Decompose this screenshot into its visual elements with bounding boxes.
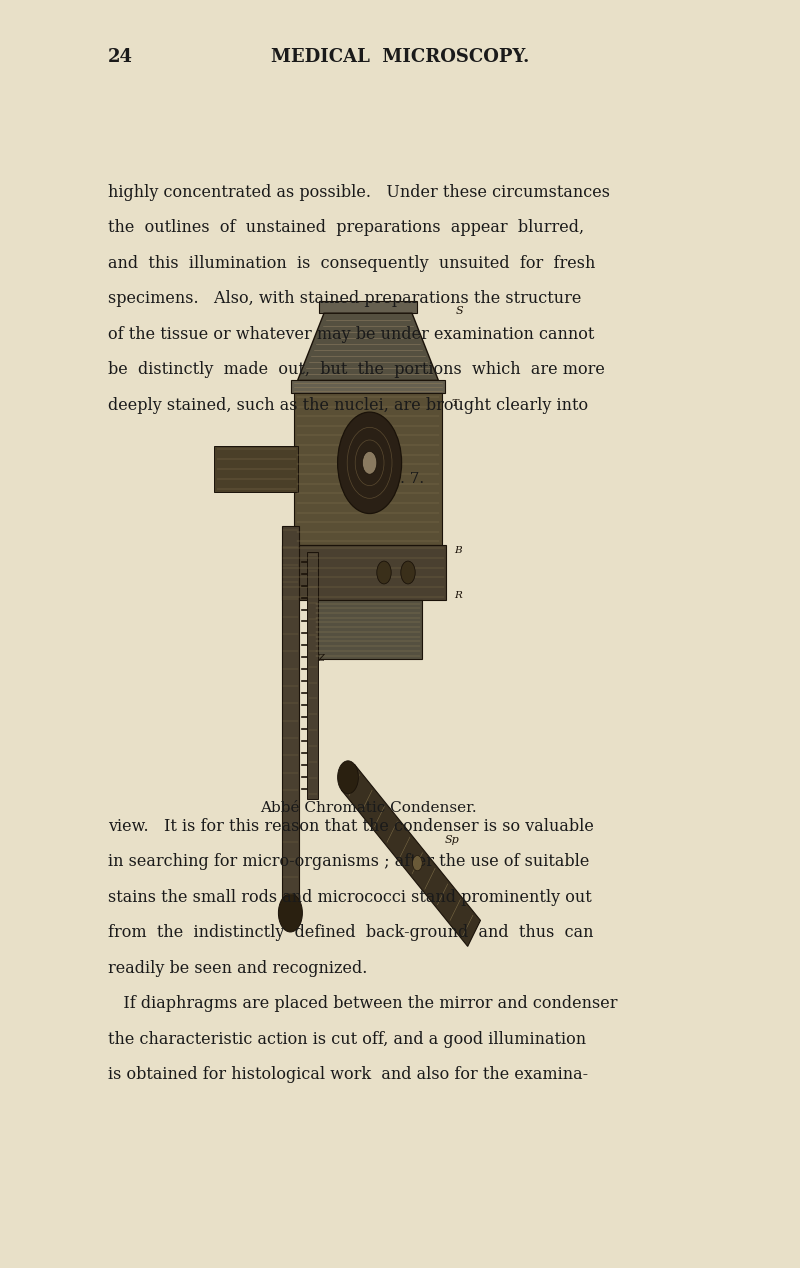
Text: MEDICAL  MICROSCOPY.: MEDICAL MICROSCOPY. xyxy=(271,48,529,66)
Polygon shape xyxy=(282,526,299,900)
Circle shape xyxy=(278,894,302,932)
Polygon shape xyxy=(307,552,318,799)
Circle shape xyxy=(338,761,358,794)
Text: 24: 24 xyxy=(108,48,133,66)
Text: S: S xyxy=(456,306,464,316)
Polygon shape xyxy=(294,393,442,545)
Text: in searching for micro-organisms ; after the use of suitable: in searching for micro-organisms ; after… xyxy=(108,853,590,870)
Polygon shape xyxy=(314,600,422,659)
Polygon shape xyxy=(282,545,446,600)
Polygon shape xyxy=(319,301,417,313)
Circle shape xyxy=(413,856,422,871)
Text: If diaphragms are placed between the mirror and condenser: If diaphragms are placed between the mir… xyxy=(108,995,618,1012)
Circle shape xyxy=(377,560,391,585)
Text: highly concentrated as possible.   Under these circumstances: highly concentrated as possible. Under t… xyxy=(108,184,610,200)
Polygon shape xyxy=(298,313,438,380)
Text: the  outlines  of  unstained  preparations  appear  blurred,: the outlines of unstained preparations a… xyxy=(108,219,584,236)
Text: Z: Z xyxy=(318,654,324,663)
Circle shape xyxy=(338,412,402,514)
Text: specimens.   Also, with stained preparations the structure: specimens. Also, with stained preparatio… xyxy=(108,290,582,307)
Text: Abbé Chromatic Condenser.: Abbé Chromatic Condenser. xyxy=(260,801,476,815)
Text: of the tissue or whatever may be under examination cannot: of the tissue or whatever may be under e… xyxy=(108,326,594,342)
Polygon shape xyxy=(214,446,298,492)
Text: readily be seen and recognized.: readily be seen and recognized. xyxy=(108,960,367,976)
Text: Sp: Sp xyxy=(445,836,459,846)
Text: stains the small rods and micrococci stand prominently out: stains the small rods and micrococci sta… xyxy=(108,889,592,905)
Text: view.   It is for this reason that the condenser is so valuable: view. It is for this reason that the con… xyxy=(108,818,594,834)
Polygon shape xyxy=(291,380,445,393)
Text: the characteristic action is cut off, and a good illumination: the characteristic action is cut off, an… xyxy=(108,1031,586,1047)
Text: is obtained for histological work  and also for the examina-: is obtained for histological work and al… xyxy=(108,1066,588,1083)
Text: T: T xyxy=(451,398,458,408)
Text: be  distinctly  made  out,  but  the  portions  which  are more: be distinctly made out, but the portions… xyxy=(108,361,605,378)
Text: from  the  indistinctly  defined  back-ground  and  thus  can: from the indistinctly defined back-groun… xyxy=(108,924,594,941)
Text: deeply stained, such as the nuclei, are brought clearly into: deeply stained, such as the nuclei, are … xyxy=(108,397,588,413)
Text: and  this  illumination  is  consequently  unsuited  for  fresh: and this illumination is consequently un… xyxy=(108,255,595,271)
Text: B: B xyxy=(454,545,462,555)
Text: R: R xyxy=(454,591,462,601)
Polygon shape xyxy=(342,765,481,946)
Text: Fig. 7.: Fig. 7. xyxy=(375,472,425,486)
Circle shape xyxy=(401,560,415,585)
Circle shape xyxy=(362,451,377,474)
